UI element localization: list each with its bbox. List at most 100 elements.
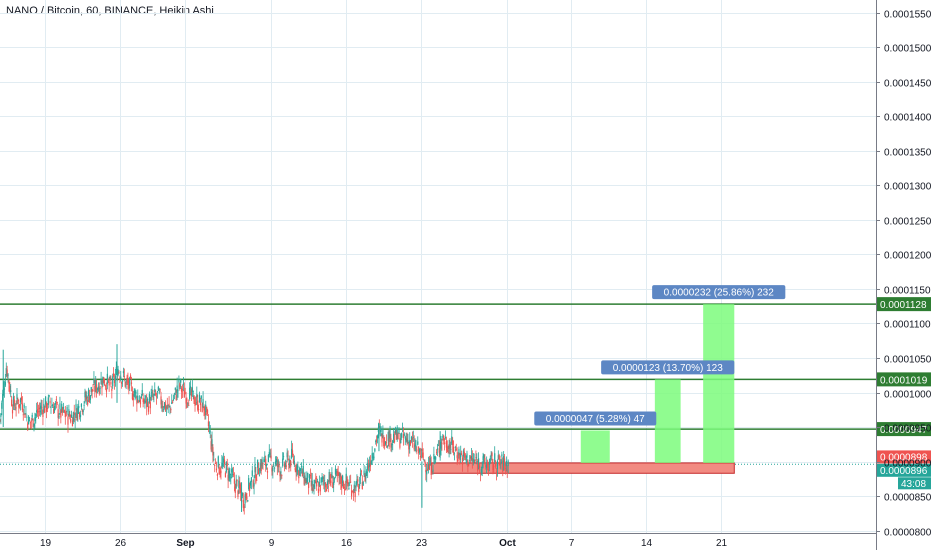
candle-body <box>263 459 265 463</box>
candle-body <box>457 458 459 462</box>
candle-body <box>260 464 262 471</box>
candle-body <box>317 488 320 493</box>
candle-body <box>464 453 466 458</box>
candle-body <box>179 384 181 388</box>
candle-body <box>132 397 134 400</box>
candle-body <box>299 468 301 471</box>
candle-body <box>403 434 405 436</box>
candle-body <box>29 421 32 423</box>
candle-body <box>200 395 202 399</box>
candle-body <box>444 442 446 444</box>
candle-body <box>109 377 111 380</box>
candle-body <box>358 485 360 492</box>
candle-body <box>460 453 462 458</box>
candle-body <box>310 480 312 487</box>
candle-body <box>136 399 138 405</box>
candle-body <box>424 460 426 463</box>
candle-body <box>108 381 110 386</box>
candle-body <box>294 467 296 471</box>
candle-body <box>437 445 439 447</box>
candle-body <box>190 389 193 397</box>
candle-body <box>80 403 83 407</box>
candle-body <box>172 398 175 400</box>
candle-body <box>363 470 365 476</box>
candle-body <box>210 441 212 450</box>
target-bar <box>580 430 610 463</box>
candle-body <box>400 440 402 444</box>
candle-body <box>410 436 413 441</box>
candle-body <box>44 408 46 413</box>
candle-body <box>257 459 259 468</box>
target-label: 0.0000047 (5.28%) 47 <box>546 414 645 425</box>
candle-body <box>101 386 103 389</box>
candle-body <box>285 465 287 467</box>
candle-body <box>94 385 96 392</box>
candle-body <box>141 389 143 396</box>
candle-body <box>128 383 130 389</box>
candle-body <box>258 475 261 477</box>
candle-body <box>164 403 167 411</box>
candle-body <box>452 440 454 446</box>
y-tick-label: 0.0001350 <box>884 148 932 159</box>
candle-body <box>349 482 351 484</box>
stop-zone <box>431 462 735 474</box>
candle-body <box>90 387 92 393</box>
candle-body <box>5 368 7 375</box>
candle-body <box>155 393 157 395</box>
candle-body <box>476 461 478 463</box>
level-badge-label: 0.0001128 <box>880 300 927 311</box>
y-tick-label: 0.0001450 <box>884 79 932 90</box>
candle-body <box>123 376 125 378</box>
candle-body <box>339 473 341 477</box>
candle-body <box>382 429 384 435</box>
candle-body <box>465 458 467 460</box>
candle-body <box>375 440 377 443</box>
candle-body <box>231 473 234 475</box>
candle-body <box>297 465 299 469</box>
candle-body <box>301 471 303 477</box>
candle-body <box>236 479 238 482</box>
candle-body <box>66 407 68 413</box>
y-tick-label: 0.0001100 <box>884 320 931 331</box>
target-label-box <box>534 411 657 426</box>
candle-body <box>19 404 21 406</box>
y-tick-label: 0.0001400 <box>884 113 932 124</box>
candle-body <box>458 448 460 456</box>
candle-body <box>232 474 235 476</box>
candle-body <box>380 429 382 432</box>
candle-body <box>481 466 483 469</box>
candle-body <box>95 379 97 386</box>
candle-body <box>426 471 428 475</box>
candle-body <box>264 456 266 458</box>
x-tick-label: Oct <box>499 538 516 549</box>
candle-body <box>502 460 504 472</box>
candle-body <box>3 388 6 390</box>
candle-body <box>252 480 254 488</box>
candle-body <box>376 439 378 442</box>
candle-body <box>151 392 153 394</box>
candle-body <box>473 459 475 461</box>
candle-body <box>333 477 336 480</box>
y-tick-label: 0.0001550 <box>884 10 932 21</box>
candle-body <box>444 437 447 438</box>
candle-body <box>328 472 330 483</box>
candle-body <box>77 406 79 414</box>
candle-body <box>38 407 40 410</box>
candle-body <box>40 405 42 409</box>
candle-body <box>453 452 456 454</box>
candle-body <box>337 471 339 473</box>
candle-body <box>366 471 368 473</box>
target-label-box <box>601 360 735 375</box>
candle-body <box>373 456 375 459</box>
candle-body <box>394 427 397 434</box>
candle-body <box>409 440 411 447</box>
candle-body <box>45 396 47 405</box>
candle-body <box>408 444 410 450</box>
candle-body <box>401 428 404 430</box>
candle-body <box>469 456 472 459</box>
candle-body <box>9 385 11 393</box>
candle-body <box>43 403 45 413</box>
candle-body <box>370 460 372 465</box>
candle-body <box>267 454 269 462</box>
